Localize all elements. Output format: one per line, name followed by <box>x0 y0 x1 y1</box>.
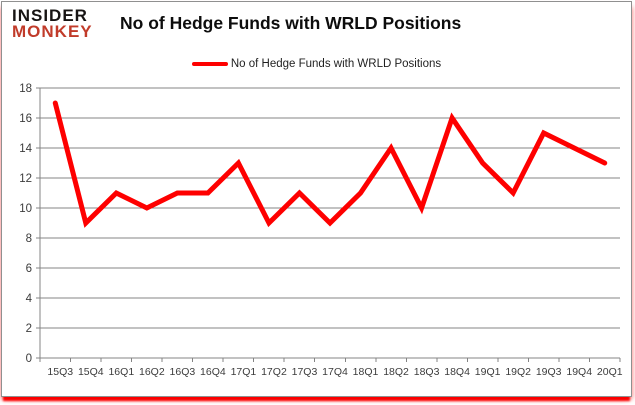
svg-text:4: 4 <box>26 293 33 305</box>
svg-text:18Q4: 18Q4 <box>444 366 470 378</box>
svg-text:16Q4: 16Q4 <box>200 366 226 378</box>
legend-label: No of Hedge Funds with WRLD Positions <box>230 58 442 70</box>
svg-text:15Q3: 15Q3 <box>47 366 73 378</box>
chart-widget: INSIDER MONKEY No of Hedge Funds with WR… <box>1 1 632 397</box>
svg-text:16Q2: 16Q2 <box>139 366 165 378</box>
logo-text-monkey: MONKEY <box>12 22 93 42</box>
line-chart: 0 2 4 6 8 10 12 14 16 18 15Q3 15Q4 16Q1 16Q2 16Q3 16Q4 1… <box>19 83 623 378</box>
svg-text:15Q4: 15Q4 <box>78 366 104 378</box>
svg-text:16Q1: 16Q1 <box>108 366 134 378</box>
svg-text:6: 6 <box>26 263 32 275</box>
logo-text-insider: INSIDER <box>12 6 88 25</box>
svg-text:10: 10 <box>19 203 32 215</box>
chart-title: No of Hedge Funds with WRLD Positions <box>120 13 462 33</box>
svg-text:17Q2: 17Q2 <box>261 366 287 378</box>
svg-text:14: 14 <box>19 143 32 155</box>
legend-line-swatch <box>191 62 228 66</box>
svg-text:12: 12 <box>19 173 32 185</box>
svg-text:18Q1: 18Q1 <box>353 366 379 378</box>
insider-monkey-logo: INSIDER MONKEY <box>12 6 93 42</box>
legend: No of Hedge Funds with WRLD Positions <box>2 58 631 70</box>
svg-text:8: 8 <box>26 233 32 245</box>
svg-text:17Q1: 17Q1 <box>231 366 257 378</box>
svg-text:20Q1: 20Q1 <box>597 366 623 378</box>
svg-text:17Q4: 17Q4 <box>322 366 348 378</box>
svg-text:16: 16 <box>19 113 32 125</box>
svg-text:2: 2 <box>26 323 32 335</box>
svg-text:19Q3: 19Q3 <box>536 366 562 378</box>
svg-text:19Q2: 19Q2 <box>505 366 531 378</box>
svg-text:16Q3: 16Q3 <box>170 366 196 378</box>
svg-text:18: 18 <box>19 83 32 95</box>
svg-text:17Q3: 17Q3 <box>292 366 318 378</box>
svg-text:0: 0 <box>26 353 32 365</box>
svg-text:19Q1: 19Q1 <box>475 366 501 378</box>
svg-text:18Q2: 18Q2 <box>383 366 409 378</box>
svg-text:19Q4: 19Q4 <box>566 366 592 378</box>
svg-text:18Q3: 18Q3 <box>414 366 440 378</box>
